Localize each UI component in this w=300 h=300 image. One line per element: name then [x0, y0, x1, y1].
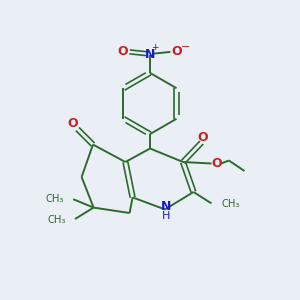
Text: O: O	[67, 117, 78, 130]
Text: CH₃: CH₃	[45, 194, 64, 204]
Text: O: O	[172, 45, 182, 58]
Text: O: O	[212, 157, 222, 170]
Text: O: O	[118, 45, 128, 58]
Text: −: −	[181, 41, 190, 52]
Text: +: +	[151, 43, 159, 52]
Text: N: N	[161, 200, 172, 214]
Text: H: H	[162, 211, 171, 221]
Text: N: N	[145, 48, 155, 62]
Text: CH₃: CH₃	[221, 199, 239, 209]
Text: O: O	[198, 130, 208, 144]
Text: CH₃: CH₃	[47, 214, 65, 225]
